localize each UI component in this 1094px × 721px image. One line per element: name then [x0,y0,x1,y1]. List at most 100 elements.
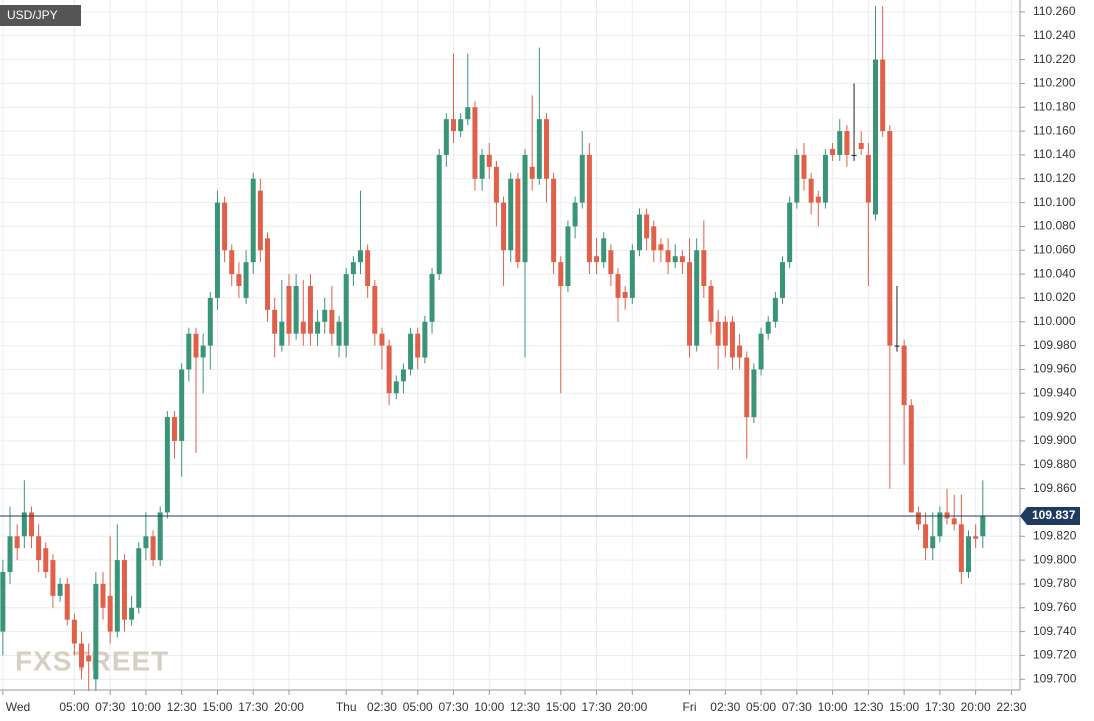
candle-body [465,107,471,120]
candle-body [50,560,56,596]
candle-body [701,250,707,287]
candle-body [450,119,456,132]
candle-body [551,178,557,263]
candle-body [28,512,34,537]
candle-body [787,202,793,263]
candle-body [86,655,92,662]
candle-body [958,524,964,573]
candle-body [529,166,535,179]
y-tick-label: 109.860 [1033,481,1077,495]
candle-body [300,321,306,334]
candle-body [43,548,49,573]
candle-body [508,178,514,251]
candle-body [422,321,428,358]
x-tick-label: 10:00 [131,700,161,714]
candle-body [350,262,356,275]
candle-body [157,512,163,561]
x-tick-label: 15:00 [202,700,232,714]
candle-body [558,262,564,287]
y-tick-label: 109.780 [1033,576,1077,590]
y-tick-label: 110.060 [1033,242,1076,256]
candle-body [758,333,764,370]
candle-body [672,256,678,263]
x-tick-label: 20:00 [274,700,304,714]
x-tick-label: 10:00 [818,700,848,714]
candle-body [873,59,879,215]
candle-body [57,583,63,596]
y-tick-label: 110.040 [1033,266,1076,280]
x-tick-label: Fri [683,700,697,714]
candle-body [543,119,549,179]
candle-body [107,595,113,632]
y-tick-label: 110.240 [1033,28,1076,42]
candle-body [272,309,278,334]
candle-body [536,119,542,179]
candle-body [665,250,671,263]
x-tick-label: Thu [336,700,357,714]
y-tick-label: 109.960 [1033,362,1077,376]
y-tick-label: 109.720 [1033,648,1077,662]
candle-body [0,572,6,632]
candle-body [572,202,578,227]
x-tick-label: 17:30 [925,700,955,714]
symbol: USD/JPY [7,8,58,22]
candle-body [923,524,929,549]
candle-body [644,214,650,239]
x-tick-label: 05:00 [746,700,776,714]
candle-body [243,262,249,298]
candle-body [121,560,127,620]
y-tick-label: 110.260 [1033,4,1076,18]
candle-body [937,512,943,537]
x-tick-label: Wed [6,700,30,714]
candle-body [79,643,85,668]
candle-body [737,345,743,358]
candle-body [372,286,378,334]
candle-body [93,583,99,680]
x-tick-label: 12:30 [510,700,540,714]
candle-body [150,536,156,561]
candle-body [486,154,492,167]
candle-body [951,518,957,525]
candle-body [443,119,449,155]
candle-body [365,250,371,287]
candle-body [336,321,342,346]
x-tick-label: 15:00 [889,700,919,714]
candle-body [257,190,263,251]
candle-body [801,154,807,179]
candle-body [844,131,850,155]
candle-body [973,536,979,539]
candle-body [229,250,235,275]
candle-body [358,250,364,263]
x-tick-label: 22:30 [996,700,1026,714]
candle-body [71,619,77,644]
candle-body [415,333,421,358]
candle-body [658,244,664,251]
last-price-label: 109.837 [1032,508,1076,522]
y-tick-label: 109.700 [1033,671,1077,685]
candle-body [815,196,821,203]
x-tick-label: 02:30 [710,700,740,714]
candle-body [980,516,986,537]
y-tick-label: 110.220 [1033,52,1076,66]
y-tick-label: 109.740 [1033,624,1077,638]
candle-body [14,536,20,549]
candle-body [744,357,750,418]
candle-body [915,512,921,525]
candle-body [522,154,528,263]
candle-body [293,286,299,334]
candle-body [901,345,907,406]
x-tick-label: 10:00 [474,700,504,714]
y-tick-label: 110.080 [1033,219,1076,233]
candle-body [687,262,693,346]
candle-body [186,333,192,370]
candle-body [930,536,936,549]
candle-body [615,274,621,298]
candle-body [858,143,864,149]
candle-body [236,274,242,287]
y-tick-label: 109.760 [1033,600,1077,614]
candle-body [200,345,206,358]
candle-body [114,560,120,632]
candle-body [472,107,478,179]
candle-body [64,583,70,620]
